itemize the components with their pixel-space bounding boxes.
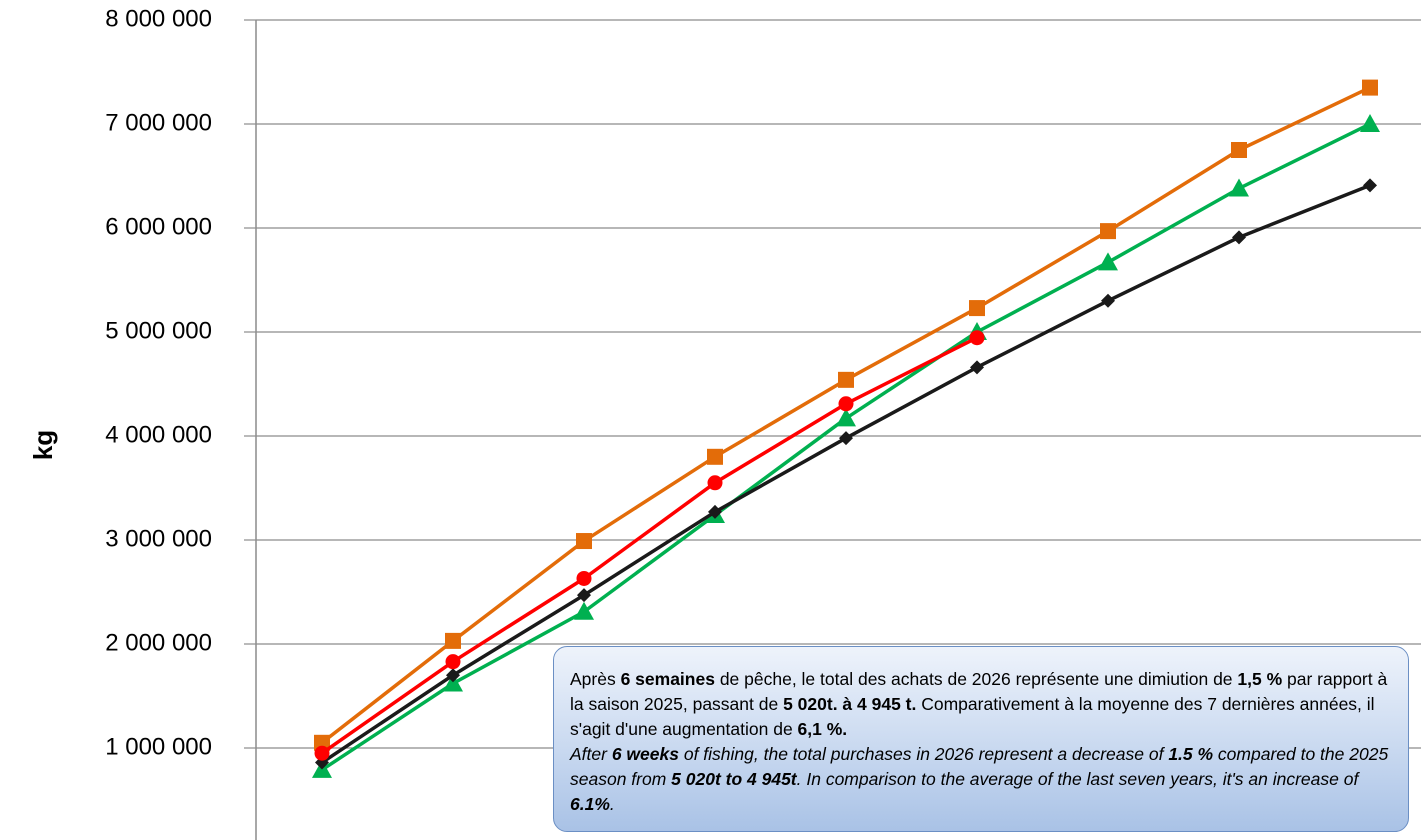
callout-segment: 6.1%: [570, 794, 610, 814]
series-group: [312, 79, 1380, 778]
callout-segment: 1.5 %: [1168, 744, 1214, 764]
data-point: [1098, 252, 1118, 271]
data-point: [1360, 114, 1380, 132]
data-point: [836, 408, 856, 427]
callout-segment: 5 020t. à 4 945 t.: [783, 694, 917, 714]
data-point: [576, 570, 592, 586]
data-point: [838, 371, 854, 388]
callout-segment: 6 semaines: [620, 669, 715, 689]
annotation-callout: Après 6 semaines de pêche, le total des …: [553, 646, 1409, 832]
callout-text-french: Après 6 semaines de pêche, le total des …: [570, 667, 1394, 742]
data-point: [314, 734, 330, 751]
data-point: [1231, 142, 1247, 158]
data-point: [443, 673, 463, 692]
data-point: [838, 396, 854, 412]
y-tick-label: 6 000 000: [105, 213, 212, 240]
y-axis-label: kg: [28, 430, 58, 460]
data-point: [969, 300, 985, 317]
data-point: [574, 601, 594, 620]
data-point: [707, 448, 723, 465]
data-point: [708, 504, 722, 519]
data-point: [576, 533, 592, 550]
callout-segment: 5 020t to 4 945t: [671, 769, 797, 789]
callout-segment: .: [609, 794, 615, 814]
series-diamond: [315, 178, 1377, 770]
y-tick-label: 4 000 000: [105, 421, 212, 448]
y-tick-label: 1 000 000: [105, 733, 212, 760]
data-point: [1363, 178, 1377, 193]
series-line: [320, 336, 978, 755]
callout-segment: . In comparison to the average of the la…: [796, 769, 1359, 789]
data-point: [970, 360, 984, 375]
data-point: [445, 654, 461, 670]
y-tick-label: 3 000 000: [105, 525, 212, 552]
callout-segment: de pêche, le total des achats de 2026 re…: [714, 669, 1238, 689]
data-point: [1362, 79, 1378, 96]
data-point: [1229, 178, 1249, 197]
callout-segment: compared to the 2025 season from: [570, 744, 1389, 789]
data-point: [577, 588, 591, 603]
callout-segment: of fishing, the total purchases in 2026 …: [678, 744, 1169, 764]
callout-text-english: After 6 weeks of fishing, the total purc…: [570, 742, 1394, 817]
callout-segment: 6,1 %.: [797, 719, 848, 739]
y-tick-label: 8 000 000: [105, 5, 212, 32]
y-tick-label: 7 000 000: [105, 109, 212, 136]
series-circle: [314, 330, 985, 761]
y-tick-labels: 1 000 000 2 000 000 3 000 000 4 000 000 5 00…: [105, 5, 212, 760]
callout-segment: par rapport à la saison 2025, passant de: [570, 669, 1388, 714]
data-point: [445, 632, 461, 649]
callout-segment: 6 weeks: [611, 744, 679, 764]
y-tick-label: 5 000 000: [105, 317, 212, 344]
callout-segment: Comparativement à la moyenne des 7 derni…: [570, 694, 1375, 739]
data-point: [839, 431, 853, 446]
data-point: [1101, 293, 1115, 308]
data-point: [446, 668, 460, 683]
data-point: [1100, 223, 1116, 240]
gridlines: [244, 19, 1421, 749]
callout-segment: Après: [570, 669, 621, 689]
series-square: [314, 79, 1378, 751]
y-tick-label: 2 000 000: [105, 629, 212, 656]
data-point: [314, 745, 330, 761]
data-point: [1232, 230, 1246, 245]
data-point: [969, 330, 985, 346]
callout-segment: 1,5 %: [1237, 669, 1283, 689]
callout-segment: After: [570, 744, 612, 764]
data-point: [707, 475, 723, 491]
